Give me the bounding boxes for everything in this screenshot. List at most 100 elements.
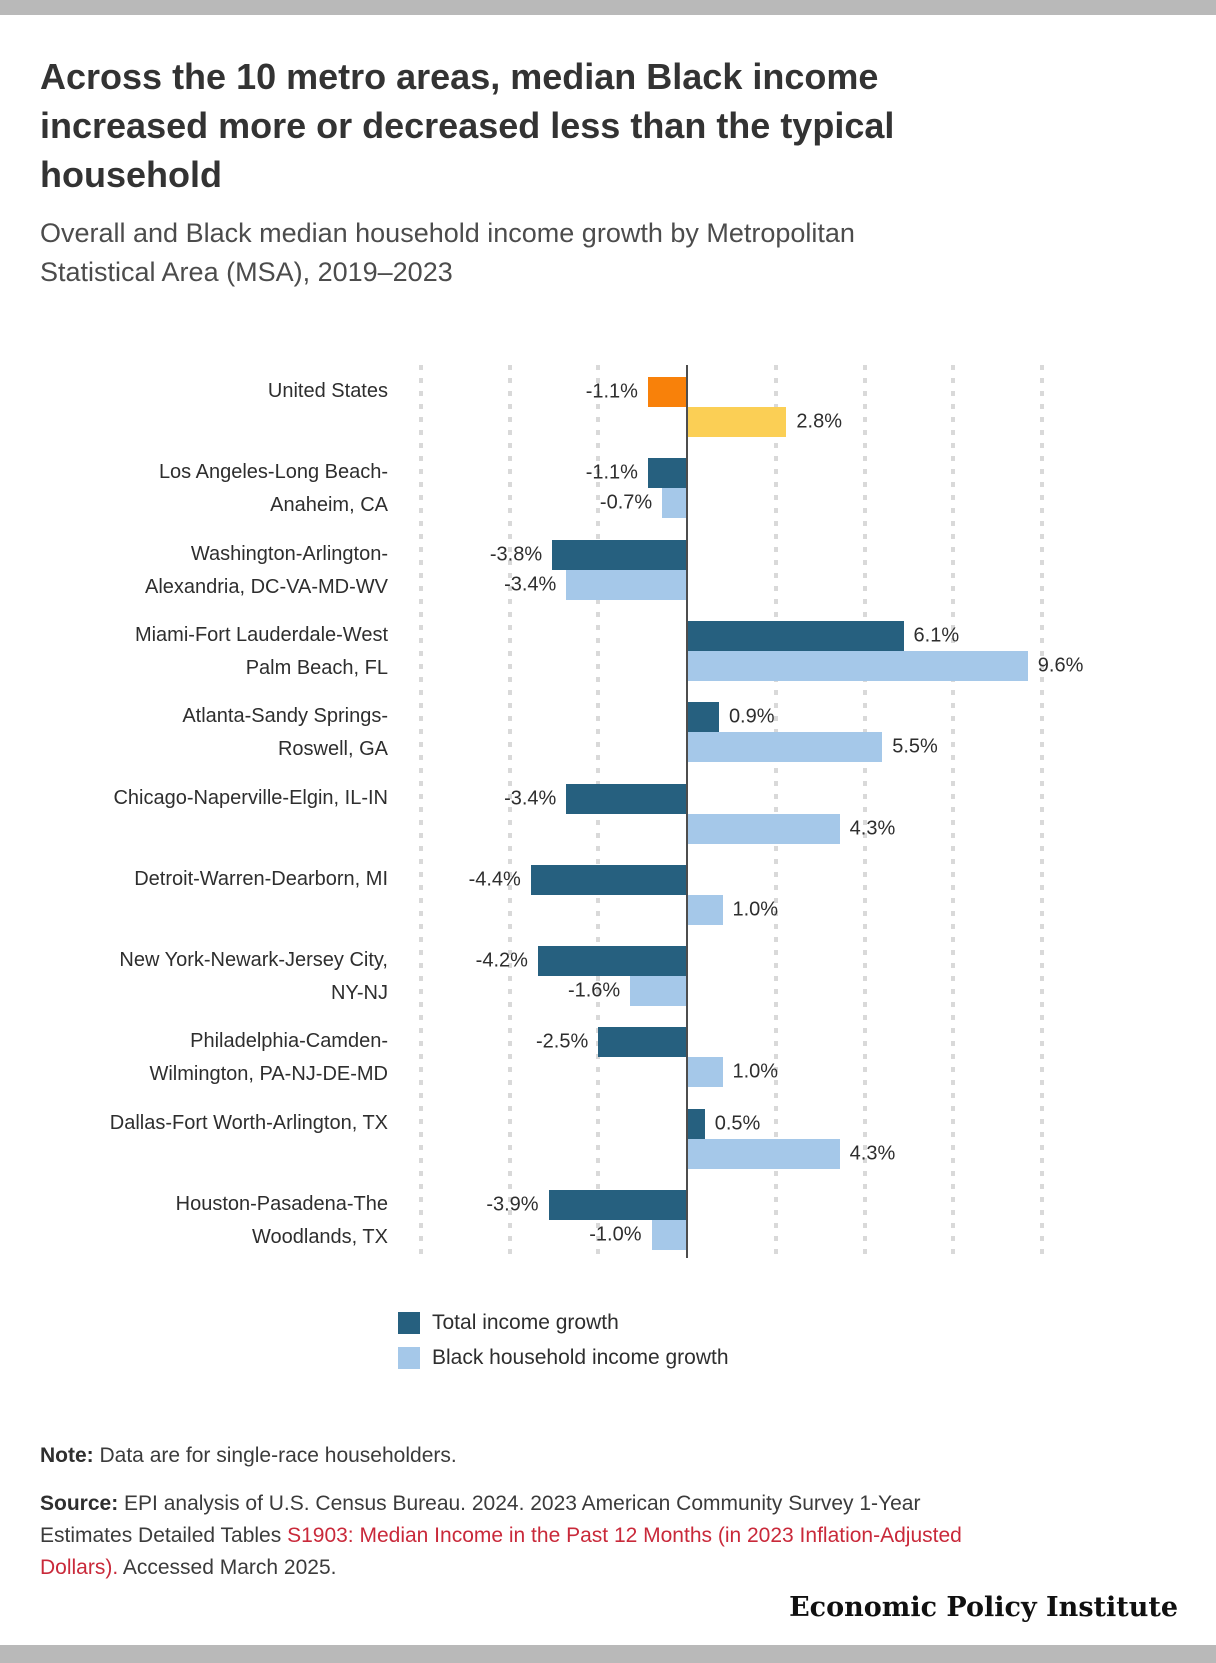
zero-axis — [686, 365, 688, 1258]
total-income-bar — [687, 1108, 705, 1139]
black-income-bar — [687, 1138, 840, 1169]
category-label-line: Roswell, GA — [277, 738, 388, 761]
gridline — [773, 365, 778, 1258]
category-label-line: Alexandria, DC-VA-MD-WV — [145, 575, 388, 598]
black-income-bar — [687, 1057, 723, 1088]
gridline — [1040, 365, 1044, 1258]
gridline — [418, 365, 423, 1258]
value-label: 5.5% — [892, 735, 938, 758]
category-label: Atlanta-Sandy Springs- Roswell, GA — [0, 700, 388, 766]
category-label-line: Woodlands, TX — [251, 1226, 388, 1248]
source-link[interactable]: S1903: Median Income in the Past 12 Mont… — [287, 1524, 962, 1547]
black-income-bar — [687, 732, 883, 763]
category-label: Dallas-Fort Worth-Arlington, TX — [0, 1107, 388, 1140]
value-label: -1.6% — [567, 979, 621, 1002]
epi-logo: Economic Policy Institute — [789, 1592, 1178, 1623]
value-label: -4.2% — [475, 949, 528, 972]
category-label: Houston-Pasadena-The Woodlands, TX — [0, 1188, 388, 1254]
category-label: Washington-Arlington- Alexandria, DC-VA-M… — [0, 538, 388, 604]
value-label: -4.4% — [468, 868, 521, 891]
value-label: -3.8% — [489, 543, 543, 566]
top-border-bar — [0, 0, 1216, 15]
category-label-line: Miami-Fort Lauderdale-West — [134, 623, 388, 646]
category-label-line: Palm Beach, FL — [245, 656, 388, 679]
value-label: 2.8% — [796, 410, 842, 433]
category-label: Miami-Fort Lauderdale-West Palm Beach, FL — [0, 619, 388, 685]
value-label: -1.1% — [585, 380, 638, 403]
category-label: United States — [0, 375, 388, 408]
legend-swatch-black-icon — [398, 1347, 420, 1369]
value-label: -3.4% — [504, 573, 557, 596]
black-income-bar — [687, 813, 840, 844]
category-label-line: Houston-Pasadena-The — [175, 1193, 388, 1215]
source-body: Accessed March 2025. — [118, 1556, 337, 1579]
category-label-line: NY-NJ — [330, 982, 388, 1005]
source-label: Source: — [40, 1492, 119, 1515]
value-label: 1.0% — [732, 1060, 779, 1083]
legend-label-total: Total income growth — [432, 1311, 619, 1334]
note-text: Note: Data are for single-race household… — [40, 1444, 457, 1468]
total-income-bar — [598, 1027, 687, 1058]
value-label: 0.9% — [728, 705, 775, 728]
black-income-bar — [687, 650, 1028, 681]
total-income-bar — [647, 458, 687, 489]
legend: Total income growth Black household inco… — [398, 1311, 729, 1381]
value-label: -1.0% — [589, 1223, 642, 1246]
source-body: EPI analysis of U.S. Census Bureau. 2024… — [118, 1492, 921, 1515]
value-label: -0.7% — [599, 491, 653, 514]
total-income-bar — [537, 946, 687, 977]
chart-title: Across the 10 metro areas, median Black … — [40, 56, 895, 195]
category-label-line: Chicago-Naperville-Elgin, IL-IN — [113, 786, 388, 809]
value-label: 9.6% — [1037, 654, 1084, 677]
value-label: 0.5% — [714, 1112, 761, 1135]
gridline — [862, 365, 867, 1258]
category-label: New York-Newark-Jersey City, NY-NJ — [0, 944, 388, 1010]
black-income-bar — [687, 407, 787, 437]
black-income-bar — [651, 1220, 687, 1250]
value-label: -1.1% — [585, 461, 638, 484]
source-link[interactable]: Dollars). — [40, 1556, 119, 1579]
value-label: 6.1% — [913, 624, 960, 647]
value-label: 4.3% — [849, 1142, 896, 1165]
total-income-bar — [687, 620, 904, 651]
note-label: Note: — [40, 1444, 94, 1467]
category-label-line: Dallas-Fort Worth-Arlington, TX — [109, 1111, 388, 1134]
category-label: Los Angeles-Long Beach- Anaheim, CA — [0, 456, 388, 522]
source-body: Estimates Detailed Tables — [40, 1524, 288, 1547]
category-label-line: United States — [267, 380, 388, 402]
black-income-bar — [662, 488, 687, 519]
value-label: 1.0% — [732, 898, 779, 921]
legend-item-black: Black household income growth — [398, 1346, 729, 1370]
category-label-line: Detroit-Warren-Dearborn, MI — [134, 867, 388, 890]
category-label: Philadelphia-Camden- Wilmington, PA-NJ-DE… — [0, 1025, 388, 1091]
category-label-line: New York-Newark-Jersey City, — [119, 949, 388, 972]
black-income-bar — [687, 894, 723, 925]
category-label-line: Philadelphia-Camden- — [190, 1030, 388, 1053]
value-label: 4.3% — [849, 817, 896, 839]
source-text: Source: EPI analysis of U.S. Census Bure… — [40, 1488, 1100, 1584]
legend-label-black: Black household income growth — [432, 1346, 729, 1369]
total-income-bar — [647, 377, 687, 407]
legend-swatch-total-icon — [398, 1312, 420, 1334]
black-income-bar — [630, 976, 687, 1007]
gridline — [951, 365, 956, 1258]
value-label: -3.4% — [504, 787, 557, 809]
note-body: Data are for single-race householders. — [93, 1444, 457, 1467]
total-income-bar — [530, 864, 687, 895]
total-income-bar — [552, 539, 687, 570]
chart-subtitle: Overall and Black median household incom… — [40, 218, 855, 287]
gridline — [507, 365, 512, 1258]
category-label-line: Anaheim, CA — [270, 494, 388, 517]
total-income-bar — [566, 783, 687, 814]
bottom-border-bar — [0, 1645, 1216, 1663]
value-label: -3.9% — [486, 1193, 539, 1216]
category-label: Detroit-Warren-Dearborn, MI — [0, 863, 388, 896]
category-label-line: Atlanta-Sandy Springs- — [182, 705, 388, 728]
legend-item-total: Total income growth — [398, 1311, 729, 1335]
category-label-line: Los Angeles-Long Beach- — [158, 461, 388, 484]
black-income-bar — [566, 569, 687, 600]
total-income-bar — [687, 702, 719, 733]
category-label-line: Wilmington, PA-NJ-DE-MD — [149, 1063, 388, 1086]
